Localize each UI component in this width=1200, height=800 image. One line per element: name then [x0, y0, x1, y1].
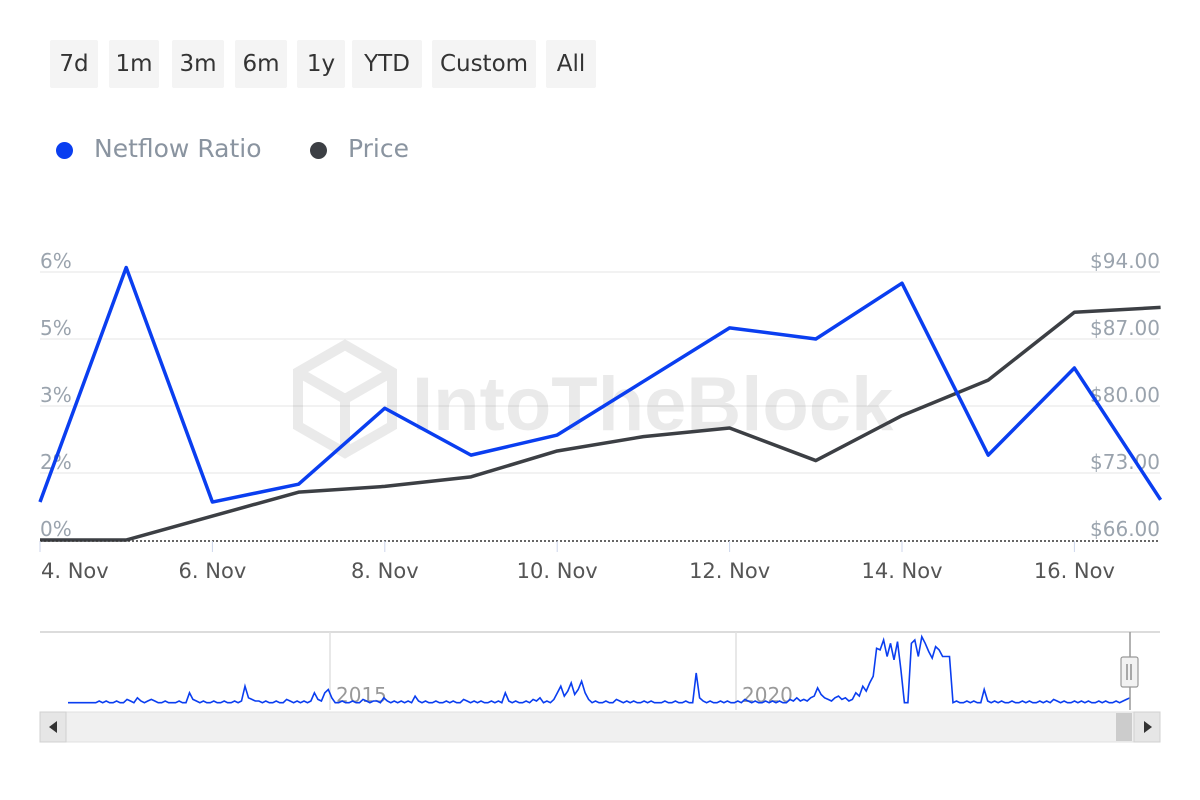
range-ytd-button[interactable]: YTD [352, 40, 422, 88]
legend-label-netflow: Netflow Ratio [94, 134, 262, 163]
grid-lines [40, 271, 1160, 474]
x-tick-label: 10. Nov [517, 559, 598, 583]
x-tick-label: 16. Nov [1034, 559, 1115, 583]
series-lines [38, 265, 1163, 542]
range-6m-button[interactable]: 6m [235, 40, 287, 88]
range-3m-button[interactable]: 3m [172, 40, 224, 88]
arrow-left-icon [49, 721, 57, 733]
y-axis-left: 0%2%3%5%6% [40, 249, 72, 541]
arrow-right-icon [1144, 721, 1152, 733]
y-right-tick-label: $73.00 [1090, 450, 1160, 474]
range-1y-button[interactable]: 1y [297, 40, 345, 88]
navigator-scrollbar [39, 711, 1161, 743]
series-line-price [40, 305, 1161, 542]
x-tick-label: 4. Nov [41, 559, 109, 583]
x-tick-label: 8. Nov [351, 559, 419, 583]
y-right-tick-label: $94.00 [1090, 249, 1160, 273]
y-right-tick-label: $87.00 [1090, 316, 1160, 340]
navigator: 2015 2020 [40, 631, 1160, 710]
legend-label-price: Price [348, 134, 409, 163]
scrollbar-track [39, 711, 1161, 743]
intotheblock-watermark: IntoTheBlock [293, 339, 894, 459]
y-right-tick-label: $80.00 [1090, 383, 1160, 407]
y-axis-right: $66.00 $73.00 $80.00 $87.00 $94.00 [1090, 249, 1160, 541]
y-left-tick-label: 6% [40, 249, 72, 273]
navigator-year-label: 2015 [336, 683, 387, 707]
legend-item-netflow[interactable]: Netflow Ratio [56, 130, 286, 170]
navigator-handle[interactable] [1120, 656, 1139, 688]
cube-logo-icon [293, 339, 397, 459]
x-tick-label: 14. Nov [861, 559, 942, 583]
navigator-series-line [68, 634, 1131, 704]
scroll-right-button[interactable] [1133, 711, 1161, 743]
y-right-tick-label: $66.00 [1090, 517, 1160, 541]
range-all-button[interactable]: All [546, 40, 596, 88]
y-left-tick-label: 0% [40, 517, 72, 541]
x-axis: 4. Nov 6. Nov 8. Nov 10. Nov 12. Nov 14. Nov 1… [39, 540, 1160, 583]
y-left-tick-label: 5% [40, 316, 72, 340]
price-legend-dot [310, 142, 327, 159]
y-left-tick-label: 3% [40, 383, 72, 407]
x-tick-label: 12. Nov [689, 559, 770, 583]
range-1m-button[interactable]: 1m [109, 40, 159, 88]
series-line-netflow [38, 265, 1163, 504]
x-tick-label: 6. Nov [179, 559, 247, 583]
scrollbar-thumb[interactable] [1116, 713, 1132, 741]
legend-item-price[interactable]: Price [310, 130, 430, 170]
netflow-legend-dot [56, 142, 73, 159]
range-7d-button[interactable]: 7d [50, 40, 98, 88]
range-custom-button[interactable]: Custom [432, 40, 536, 88]
